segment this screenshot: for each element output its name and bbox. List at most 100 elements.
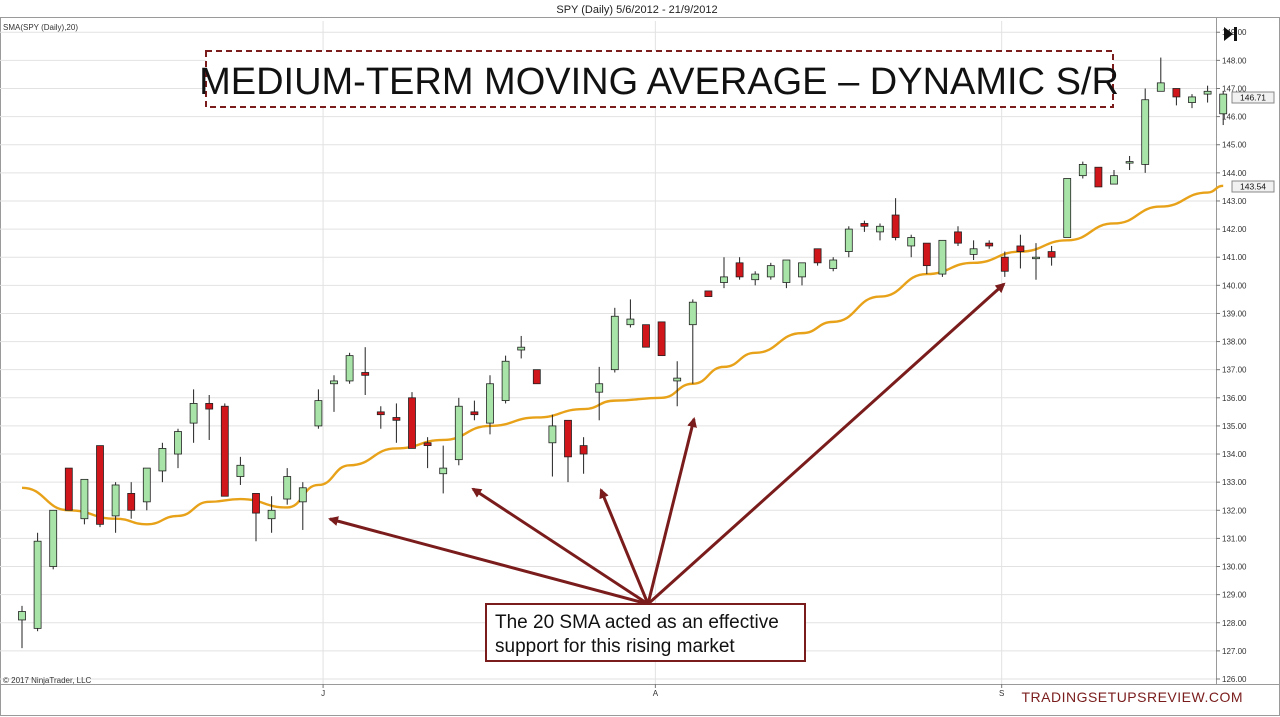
candle-body [189, 403, 198, 424]
candle-body [439, 467, 448, 475]
candle-bull [548, 414, 557, 477]
candle-body [517, 346, 526, 351]
candle-bear [922, 242, 931, 275]
y-tick-label: 137.00 [1222, 366, 1247, 375]
candle-bear [1047, 245, 1056, 266]
candle-bear [408, 392, 416, 449]
candle-body [548, 425, 557, 444]
candle-bear [1094, 166, 1103, 188]
y-tick-label: 143.00 [1222, 197, 1247, 206]
candle-body [298, 487, 307, 503]
candle-bull [938, 239, 947, 277]
candle-body [423, 442, 432, 447]
y-tick-label: 132.00 [1222, 506, 1247, 515]
candle-body [1110, 175, 1118, 185]
candle-bull [766, 262, 775, 280]
y-tick-label: 139.00 [1222, 309, 1247, 318]
candle-bull [1219, 91, 1228, 126]
candle-body [891, 214, 900, 238]
candle-bull [688, 299, 697, 384]
y-tick-label: 142.00 [1222, 225, 1247, 234]
skip-to-end-icon[interactable] [1224, 27, 1237, 41]
candle-body [1125, 161, 1134, 164]
candle-body [1172, 88, 1181, 98]
callout-box [485, 603, 806, 662]
candle-body [252, 493, 260, 514]
candle-bull [720, 257, 728, 289]
candle-bear [1000, 251, 1009, 277]
candle-bull [330, 375, 338, 412]
x-tick-label: S [999, 689, 1004, 698]
candle-body [782, 259, 791, 283]
candle-body [1156, 82, 1165, 92]
candle-body [610, 315, 619, 371]
candle-bear [1172, 88, 1181, 106]
headline-box [205, 50, 1114, 108]
candle-body [361, 372, 370, 376]
candle-body [1203, 90, 1212, 95]
candle-body [1000, 256, 1009, 272]
arrow-2 [471, 487, 649, 606]
candle-bull [876, 223, 884, 241]
candle-body [704, 290, 713, 297]
candle-body [766, 265, 775, 278]
candle-bear [642, 324, 650, 348]
candle-bull [142, 467, 151, 511]
candle-bull [49, 509, 58, 570]
candle-body [205, 403, 214, 410]
candle-bull [18, 605, 26, 649]
candle-bull [80, 478, 89, 525]
candle-body [657, 321, 666, 357]
candle-body [673, 377, 682, 382]
candle-body [954, 231, 962, 244]
y-tick-label: 128.00 [1222, 619, 1247, 628]
candle-bull [751, 271, 760, 286]
candle-bull [174, 428, 182, 469]
candle-body [64, 467, 73, 511]
y-tick-label: 144.00 [1222, 169, 1247, 178]
candle-bear [954, 226, 962, 246]
watermark-text: TRADINGSETUPSREVIEW.COM [1021, 689, 1243, 705]
candle-body [735, 262, 744, 278]
candle-bull [782, 259, 791, 289]
y-tick-label: 136.00 [1222, 394, 1247, 403]
candle-bull [1032, 243, 1040, 280]
last-sma-marker: 143.54 [1231, 180, 1275, 193]
candle-bear [532, 369, 541, 385]
candle-bull [283, 468, 292, 505]
candle-body [688, 301, 697, 326]
candle-body [33, 540, 42, 629]
candle-bear [127, 482, 136, 519]
y-tick-label: 130.00 [1222, 563, 1247, 572]
candle-body [969, 248, 978, 255]
candle-body [1016, 245, 1025, 252]
candle-body [220, 405, 229, 497]
candle-bull [1203, 85, 1212, 103]
candle-body [595, 383, 604, 393]
y-tick-label: 145.00 [1222, 141, 1247, 150]
candle-bear [735, 257, 744, 280]
candle-bull [439, 445, 448, 494]
candle-bear [361, 347, 370, 395]
y-tick-label: 127.00 [1222, 647, 1247, 656]
candle-body [267, 509, 276, 520]
candle-bull [236, 456, 245, 485]
candle-body [1141, 99, 1150, 165]
y-tick-label: 131.00 [1222, 534, 1247, 543]
candle-body [376, 411, 385, 416]
candle-body [985, 242, 994, 247]
candle-bull [314, 389, 323, 429]
candle-body [486, 383, 494, 424]
candle-body [829, 259, 838, 269]
candle-body [642, 324, 650, 348]
candle-body [501, 360, 510, 402]
candle-bull [673, 361, 682, 407]
candle-body [564, 419, 572, 458]
candle-body [798, 262, 806, 278]
y-tick-label: 141.00 [1222, 253, 1247, 262]
candle-body [1219, 93, 1228, 115]
candle-bull [907, 234, 916, 258]
y-tick-label: 147.00 [1222, 84, 1247, 93]
candle-body [938, 239, 947, 275]
